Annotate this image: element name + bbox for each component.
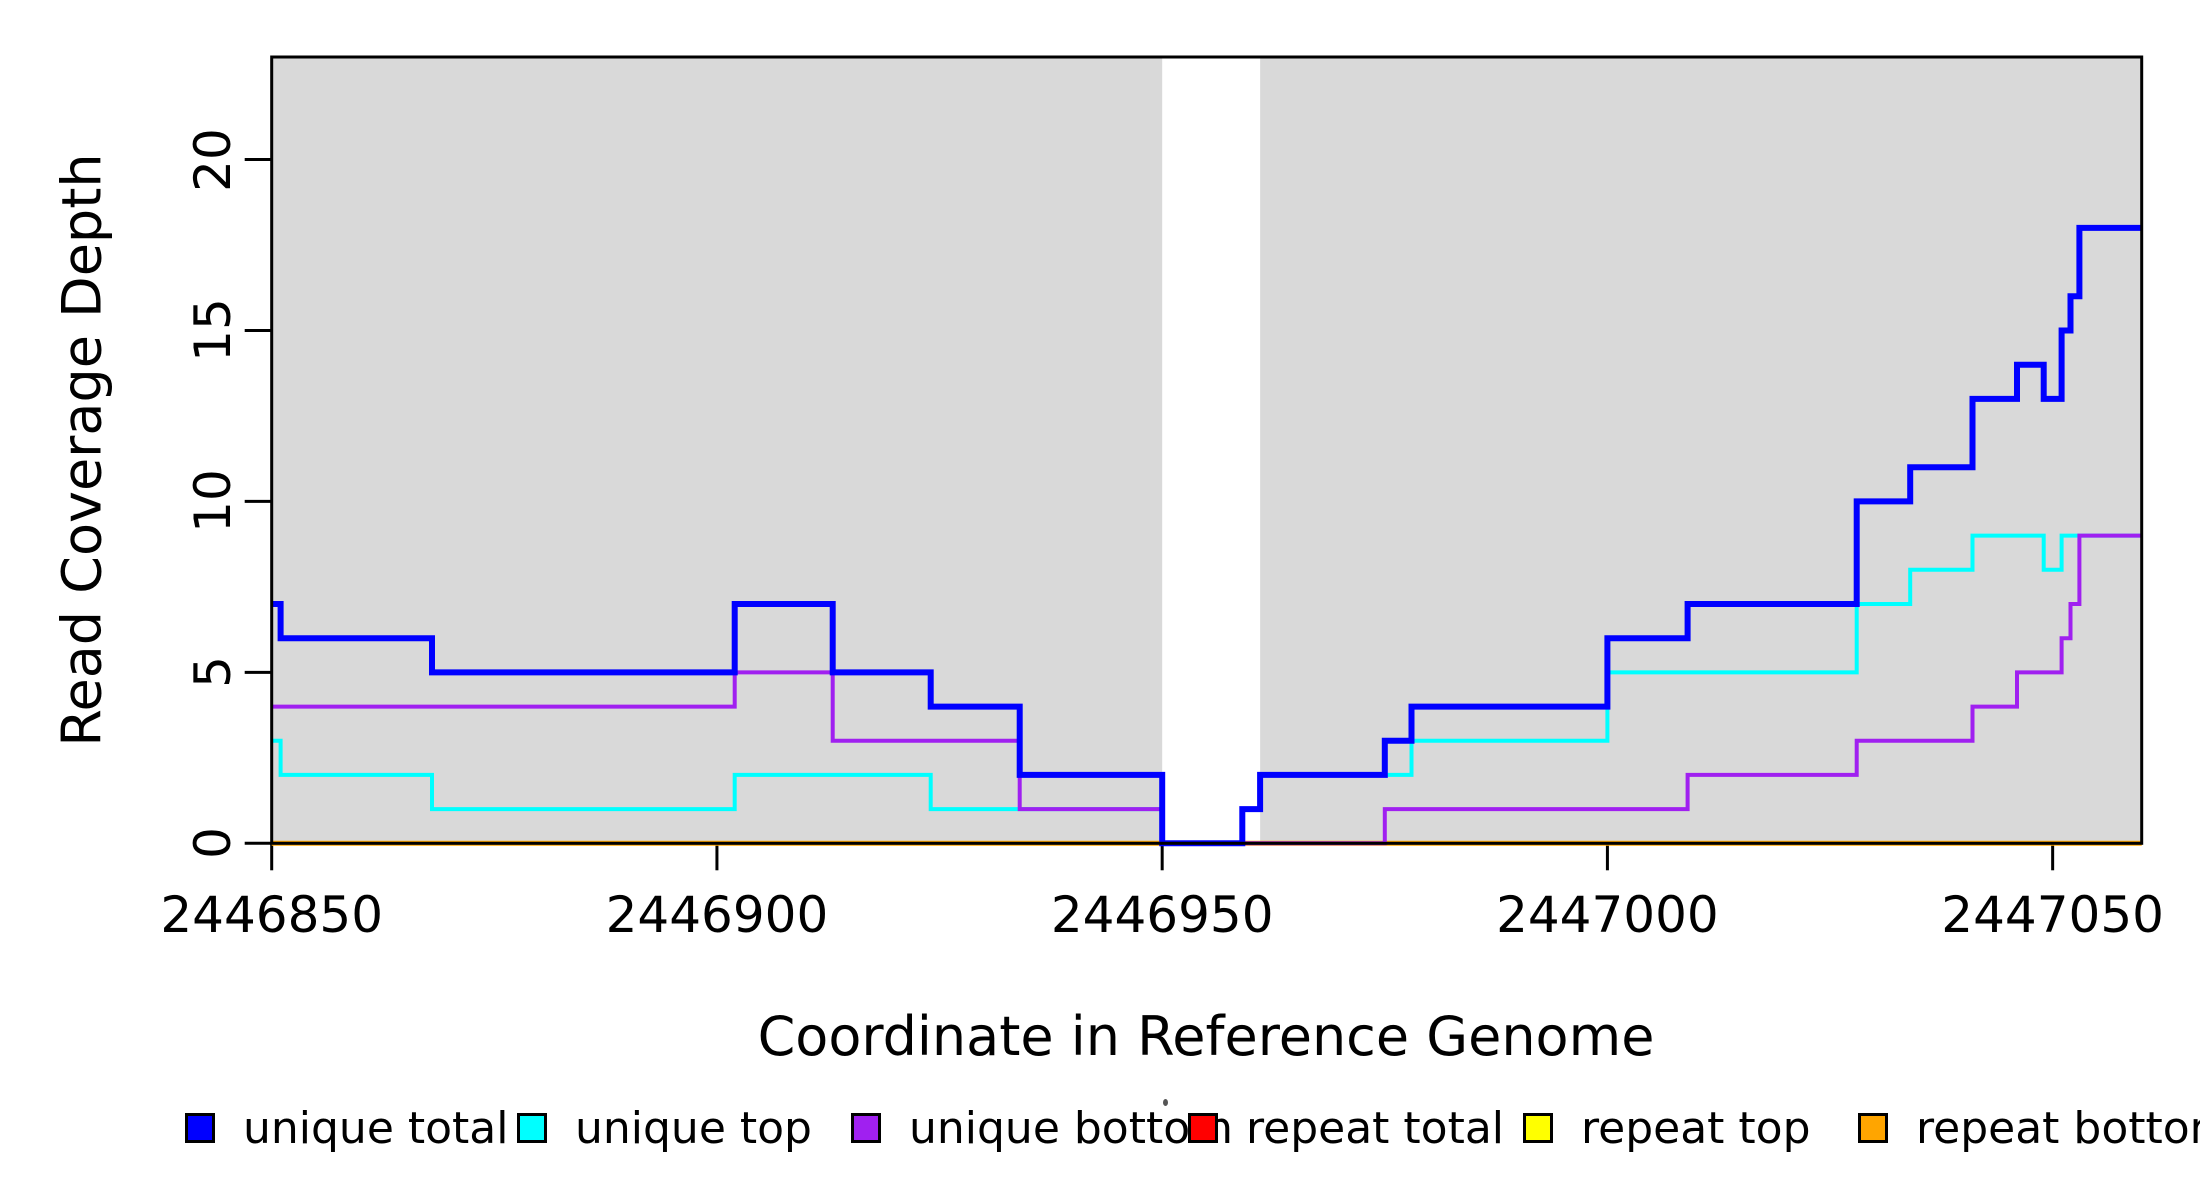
y-tick-label: 15	[184, 298, 242, 363]
legend-item-repeat-total: repeat total	[1188, 1103, 1504, 1154]
legend-label: unique total	[243, 1102, 509, 1154]
x-axis-title: Coordinate in Reference Genome	[757, 1005, 1655, 1068]
y-axis-title: Read Coverage Depth	[50, 153, 114, 747]
unique-total-swatch-icon	[185, 1113, 215, 1143]
legend-label: unique bottom	[909, 1102, 1234, 1154]
x-tick-label: 2447050	[1941, 886, 2164, 944]
legend-label: repeat total	[1246, 1102, 1505, 1154]
y-tick-label: 0	[184, 827, 242, 860]
stray-dot	[1163, 1099, 1168, 1106]
y-tick-label: 5	[184, 656, 242, 689]
legend-item-repeat-bottom: repeat bottom	[1858, 1103, 2200, 1154]
legend-item-unique-bottom: unique bottom	[851, 1103, 1233, 1154]
x-tick-label: 2446850	[160, 886, 384, 944]
y-tick-label: 10	[184, 469, 242, 534]
legend-item-unique-total: unique total	[185, 1103, 508, 1154]
unique-top-swatch-icon	[517, 1113, 547, 1143]
x-tick-label: 2446950	[1050, 886, 1274, 944]
legend-label: unique top	[575, 1102, 812, 1154]
legend-item-repeat-top: repeat top	[1523, 1103, 1811, 1154]
repeat-bottom-swatch-icon	[1858, 1113, 1888, 1143]
y-tick-label: 20	[184, 127, 242, 192]
legend-label: repeat top	[1581, 1102, 1811, 1154]
unique-bottom-swatch-icon	[851, 1113, 881, 1143]
legend-label: repeat bottom	[1916, 1102, 2200, 1154]
repeat-top-swatch-icon	[1523, 1113, 1553, 1143]
x-tick-label: 2446900	[605, 886, 829, 944]
x-tick-label: 2447000	[1496, 886, 1719, 944]
legend-item-unique-top: unique top	[517, 1103, 812, 1154]
repeat-total-swatch-icon	[1188, 1113, 1218, 1143]
